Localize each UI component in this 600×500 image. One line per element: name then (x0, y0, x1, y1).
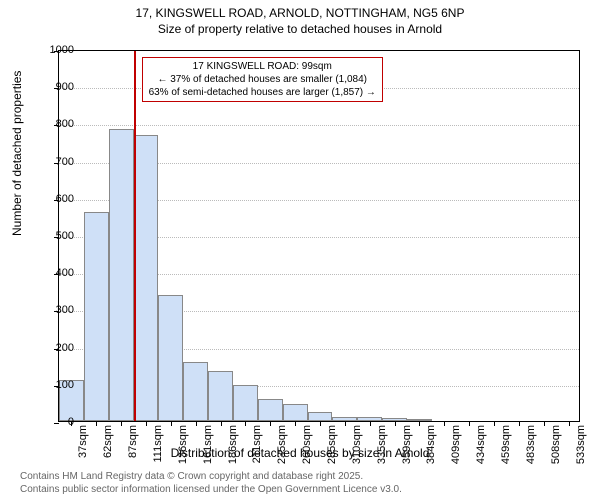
ytick-label: 200 (56, 342, 74, 354)
xtick-mark (544, 421, 545, 426)
ytick-label: 500 (56, 230, 74, 242)
title-line-1: 17, KINGSWELL ROAD, ARNOLD, NOTTINGHAM, … (0, 6, 600, 22)
footer-line-2: Contains public sector information licen… (20, 484, 402, 497)
ytick-label: 800 (56, 118, 74, 130)
xtick-mark (519, 421, 520, 426)
histogram-bar (233, 385, 258, 421)
x-axis-label: Distribution of detached houses by size … (0, 446, 600, 460)
callout-line-2: ← 37% of detached houses are smaller (1,… (149, 73, 376, 86)
histogram-bar (134, 135, 159, 421)
xtick-mark (295, 421, 296, 426)
y-axis-label: Number of detached properties (10, 71, 24, 236)
xtick-mark (96, 421, 97, 426)
callout-line-1: 17 KINGSWELL ROAD: 99sqm (149, 60, 376, 73)
gridline (59, 125, 579, 126)
ytick-mark (54, 423, 59, 424)
ytick-label: 700 (56, 156, 74, 168)
histogram-bar (183, 362, 208, 421)
xtick-mark (494, 421, 495, 426)
xtick-mark (196, 421, 197, 426)
title-area: 17, KINGSWELL ROAD, ARNOLD, NOTTINGHAM, … (0, 0, 600, 39)
xtick-mark (270, 421, 271, 426)
footer-line-1: Contains HM Land Registry data © Crown c… (20, 471, 402, 484)
xtick-mark (419, 421, 420, 426)
xtick-mark (345, 421, 346, 426)
footer: Contains HM Land Registry data © Crown c… (20, 471, 402, 496)
histogram-bar (84, 212, 109, 421)
xtick-mark (320, 421, 321, 426)
ytick-label: 100 (56, 379, 74, 391)
plot-area: 17 KINGSWELL ROAD: 99sqm← 37% of detache… (58, 50, 580, 422)
histogram-bar (258, 399, 283, 421)
xtick-mark (469, 421, 470, 426)
ytick-label: 400 (56, 267, 74, 279)
title-line-2: Size of property relative to detached ho… (0, 22, 600, 38)
xtick-mark (395, 421, 396, 426)
xtick-mark (146, 421, 147, 426)
ytick-label: 900 (56, 81, 74, 93)
ytick-label: 0 (68, 416, 74, 428)
xtick-mark (221, 421, 222, 426)
histogram-bar (109, 129, 134, 421)
xtick-mark (121, 421, 122, 426)
xtick-mark (444, 421, 445, 426)
callout-line-3: 63% of semi-detached houses are larger (… (149, 86, 376, 99)
xtick-mark (569, 421, 570, 426)
reference-line (134, 51, 136, 421)
xtick-mark (171, 421, 172, 426)
xtick-mark (245, 421, 246, 426)
ytick-label: 1000 (50, 44, 74, 56)
ytick-label: 600 (56, 193, 74, 205)
callout-box: 17 KINGSWELL ROAD: 99sqm← 37% of detache… (142, 57, 383, 102)
histogram-bar (283, 404, 308, 421)
histogram-bar (308, 412, 333, 421)
histogram-bar (208, 371, 233, 421)
chart-container: 17, KINGSWELL ROAD, ARNOLD, NOTTINGHAM, … (0, 0, 600, 500)
xtick-mark (370, 421, 371, 426)
ytick-label: 300 (56, 304, 74, 316)
histogram-bar (158, 295, 183, 421)
